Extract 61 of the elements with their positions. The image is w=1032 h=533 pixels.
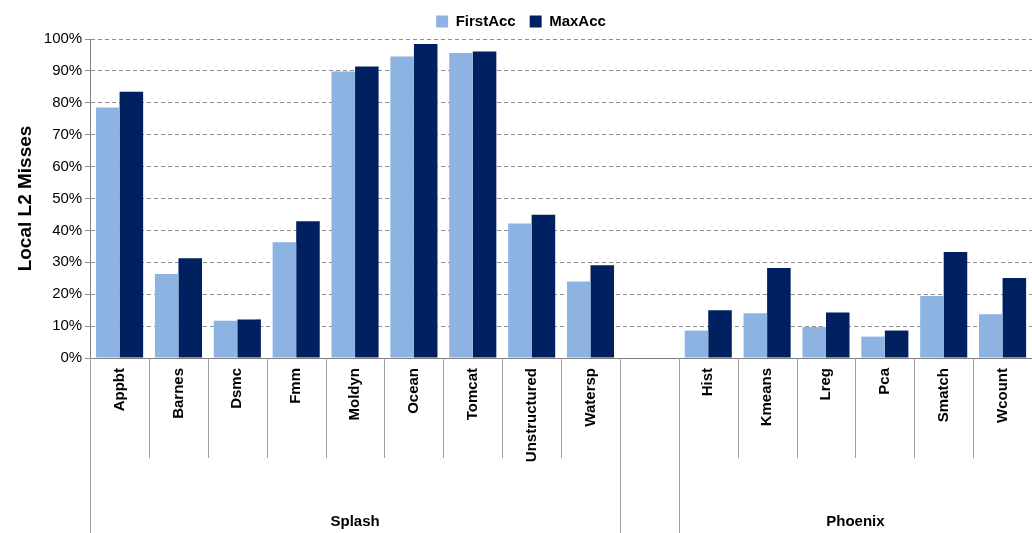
x-tick-label: Lreg [816, 368, 834, 401]
bar [119, 91, 144, 358]
legend-label: FirstAcc [455, 11, 516, 29]
text: Phoenix [826, 512, 886, 530]
x-tick-label: Barnes [168, 368, 186, 419]
x-tick-label: Wcount [992, 368, 1010, 423]
bar [825, 312, 850, 358]
bar [884, 330, 909, 358]
x-tick-label: Tomcat [462, 368, 480, 421]
y-axis-title: Local L2 Misses [13, 125, 35, 272]
bar [684, 330, 709, 358]
bar [472, 51, 497, 358]
bar [531, 214, 556, 358]
legend-label: MaxAcc [549, 11, 606, 29]
x-tick-label: Dsmc [227, 368, 245, 409]
x-tick-label: Smatch [933, 368, 951, 423]
y-tick-label: 80% [52, 92, 83, 110]
y-tick-label: 0% [60, 348, 83, 366]
text: Splash [330, 512, 380, 530]
bar [331, 71, 356, 358]
bar [861, 336, 885, 358]
x-tick-label: Kmeans [757, 368, 775, 427]
bar [743, 313, 768, 358]
y-tick-label: 50% [52, 188, 83, 206]
bar [272, 242, 297, 358]
bar [213, 320, 238, 358]
bar [767, 268, 791, 358]
y-tick-label: 60% [52, 156, 83, 174]
bar [920, 296, 944, 358]
bar [178, 258, 203, 358]
bar [590, 265, 615, 358]
bar [449, 53, 473, 358]
bar [802, 327, 826, 358]
y-tick-label: 40% [52, 220, 83, 238]
y-tick-label: 20% [52, 284, 83, 302]
x-tick-label: Appbt [109, 368, 127, 412]
x-tick-label: Fmm [286, 368, 304, 404]
bar [508, 223, 532, 358]
bar [566, 281, 591, 358]
y-tick-label: 70% [52, 124, 83, 142]
bar [154, 274, 179, 358]
bar [943, 252, 968, 358]
bar [1002, 277, 1027, 358]
x-tick-label: Moldyn [345, 368, 363, 421]
x-tick-label: Ocean [404, 368, 422, 414]
y-tick-label: 30% [52, 252, 83, 270]
bar [979, 314, 1003, 358]
bar [96, 107, 120, 358]
bar [237, 319, 261, 358]
x-tick-label: Watersp [580, 368, 598, 427]
bar [296, 221, 320, 358]
y-tick-label: 100% [43, 29, 83, 47]
bar [708, 310, 732, 358]
bar [390, 56, 414, 358]
bar [413, 44, 438, 358]
x-tick-label: Hist [698, 368, 716, 397]
y-tick-label: 10% [52, 316, 83, 334]
bar [355, 66, 379, 358]
x-tick-label: Unstructured [521, 368, 539, 463]
x-tick-label: Pca [874, 367, 892, 395]
y-tick-label: 90% [52, 61, 83, 79]
